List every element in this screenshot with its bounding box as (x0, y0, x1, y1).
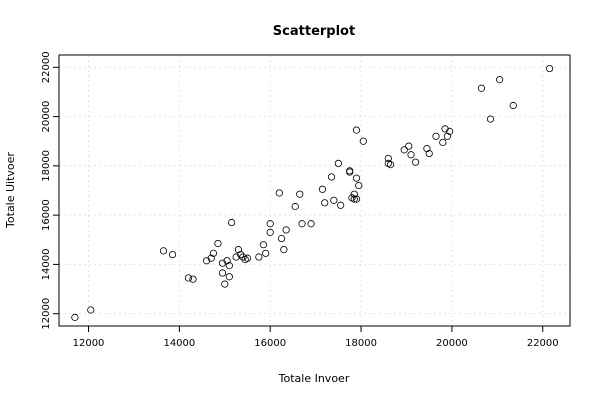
scatter-point (352, 126, 361, 134)
x-tick-label: 14000 (163, 338, 195, 349)
scatter-point (545, 64, 554, 73)
y-tick-label: 18000 (41, 150, 52, 182)
scatter-point (334, 159, 342, 167)
x-tick-label: 12000 (73, 338, 105, 349)
scatter-point (439, 138, 447, 147)
grid-lines (59, 55, 570, 326)
scatter-point (327, 173, 336, 181)
y-tick-label: 20000 (41, 101, 52, 133)
scatter-point (337, 201, 345, 209)
scatter-point (350, 190, 358, 198)
scatter-point (218, 269, 227, 277)
scatter-point (225, 262, 233, 270)
scatter-point (495, 76, 504, 84)
scatter-point (282, 226, 290, 234)
scatter-point (184, 274, 193, 282)
x-axis-label: Totale Invoer (278, 372, 350, 385)
scatter-point (321, 199, 329, 207)
scatter-point (318, 185, 327, 193)
scatter-point (350, 195, 358, 203)
scatter-point (223, 257, 231, 265)
scatter-point (228, 218, 236, 227)
scatter-point (234, 246, 243, 254)
scatter-point (296, 190, 304, 198)
scatter-point (189, 275, 197, 283)
scatter-point (243, 254, 252, 262)
y-tick-label: 14000 (41, 249, 52, 281)
scatter-point (203, 257, 211, 265)
scatter-point (207, 254, 215, 262)
scatter-point (237, 250, 245, 259)
scatter-point (232, 253, 240, 261)
scatter-point (259, 241, 267, 249)
scatter-point (255, 253, 263, 261)
scatter-point (280, 246, 288, 254)
scatter-point (411, 158, 420, 166)
scatter-point (509, 101, 517, 110)
scatter-point (400, 146, 408, 154)
y-tick-label: 16000 (41, 199, 52, 231)
x-axis: 12000 14000 16000 18000 20000 22000 (73, 326, 559, 349)
scatter-point (425, 149, 433, 158)
scatter-point (446, 127, 454, 135)
scatter-point (262, 249, 270, 257)
scatter-point (423, 145, 431, 153)
scatter-point (221, 280, 229, 288)
plot-frame (58, 54, 571, 327)
scatter-point (355, 181, 363, 190)
chart-title: Scatterplot (273, 24, 355, 39)
scatter-point (477, 84, 486, 92)
scatter-point (291, 202, 299, 211)
scatter-point (277, 234, 286, 243)
scatter-point (330, 196, 338, 204)
scatter-point (407, 151, 415, 159)
scatter-point (441, 125, 449, 133)
scatter-point (359, 137, 367, 145)
scatter-point (239, 253, 247, 261)
y-tick-label: 12000 (41, 298, 52, 330)
scatter-point (71, 313, 79, 321)
y-axis-label: Totale Uitvoer (4, 152, 17, 229)
y-tick-label: 22000 (41, 51, 52, 83)
scatter-point (214, 239, 222, 248)
scatter-point (218, 259, 227, 267)
scatter-point (384, 154, 392, 163)
scatter-point (386, 161, 395, 169)
scatter-point (168, 250, 177, 259)
scatter-point (352, 195, 361, 203)
scatter-point (346, 168, 354, 176)
x-tick-label: 22000 (527, 338, 559, 349)
scatter-point (87, 306, 95, 314)
scatter-point (275, 189, 283, 197)
scatter-point (432, 132, 440, 140)
scatter-point (159, 247, 168, 255)
data-points (71, 64, 554, 321)
scatter-point (298, 220, 306, 228)
scatter-point (443, 132, 451, 140)
x-tick-label: 16000 (254, 338, 286, 349)
scatter-point (209, 249, 218, 257)
scatter-point (225, 273, 233, 281)
scatter-point (266, 228, 274, 236)
scatter-point (352, 174, 361, 182)
scatter-point (307, 220, 315, 228)
scatter-point (405, 142, 413, 150)
scatter-point (486, 115, 495, 123)
x-tick-label: 18000 (345, 338, 377, 349)
y-axis: 12000 14000 16000 18000 20000 22000 (41, 51, 59, 330)
x-tick-label: 20000 (436, 338, 468, 349)
scatter-point (266, 220, 274, 228)
